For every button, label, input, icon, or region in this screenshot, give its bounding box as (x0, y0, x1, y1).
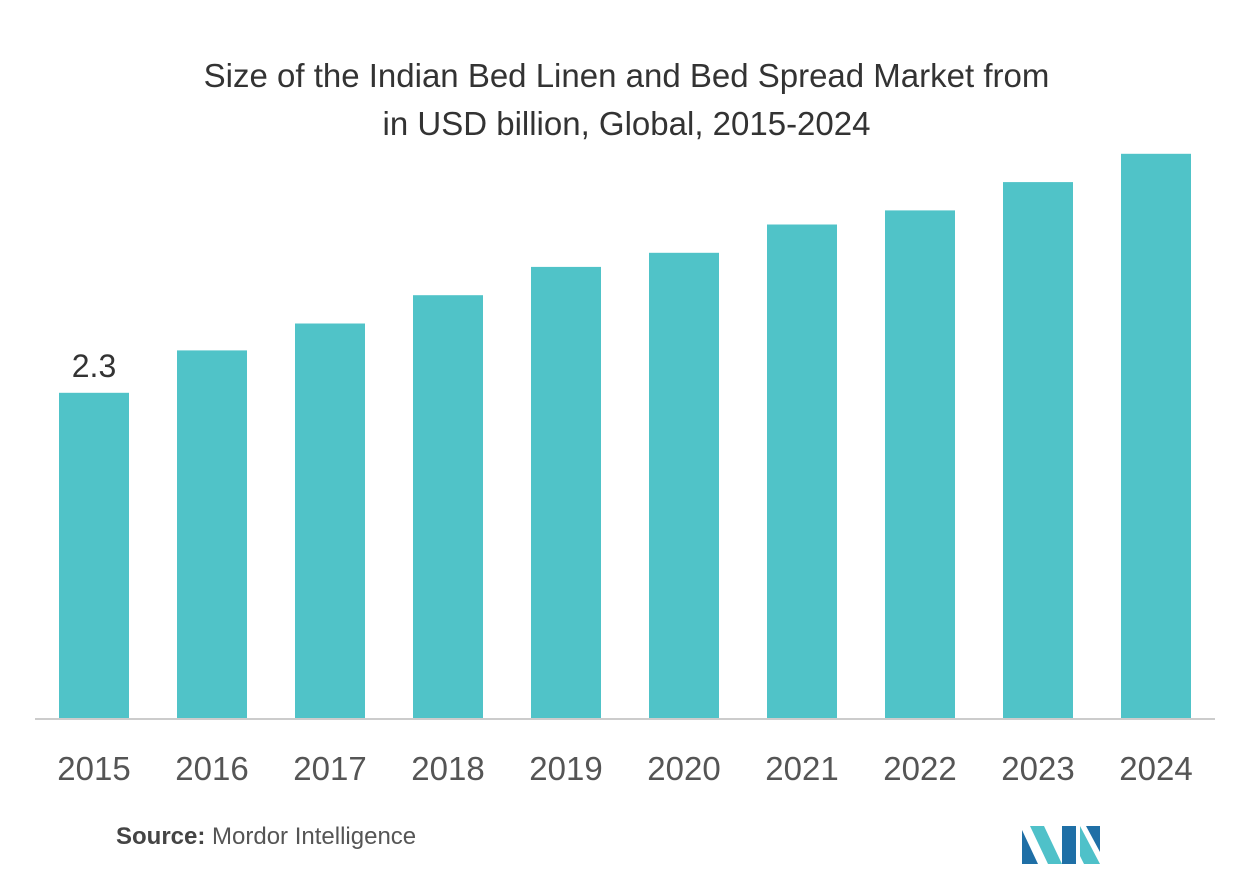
x-tick-label-2015: 2015 (57, 750, 130, 787)
bars-layer (59, 153, 1191, 719)
bar-2023 (1003, 182, 1073, 719)
source-note: Source: Mordor Intelligence (116, 823, 416, 851)
data-label-2015: 2.3 (72, 348, 116, 384)
bar-2015 (59, 392, 129, 718)
logo-shape-mid-left (1030, 826, 1062, 864)
x-tick-label-2022: 2022 (883, 750, 956, 787)
chart-title-line-2: in USD billion, Global, 2015-2024 (382, 105, 871, 142)
bar-2019 (531, 266, 601, 718)
x-tick-label-2019: 2019 (529, 750, 602, 787)
bar-2024 (1121, 153, 1191, 719)
logo-shape-left (1022, 830, 1038, 864)
bar-2017 (295, 323, 365, 718)
logo-shape-edge (1086, 826, 1100, 852)
x-tick-label-2021: 2021 (765, 750, 838, 787)
x-tick-label-2020: 2020 (647, 750, 720, 787)
bar-2018 (413, 295, 483, 718)
bar-2022 (885, 210, 955, 718)
chart-title-line-1: Size of the Indian Bed Linen and Bed Spr… (203, 57, 1050, 94)
chart-title: Size of the Indian Bed Linen and Bed Spr… (0, 52, 1253, 148)
bar-2016 (177, 350, 247, 718)
x-tick-label-2017: 2017 (293, 750, 366, 787)
source-label: Source: (116, 823, 206, 850)
data-labels-layer: 2.3 (72, 348, 116, 384)
x-tick-labels-layer: 2015 2016 2017 2018 2019 2020 2021 2022 2023 2024 (57, 750, 1192, 787)
mordor-intelligence-logo (1022, 826, 1100, 864)
bar-2020 (649, 252, 719, 719)
logo-shape-right (1080, 826, 1100, 864)
x-tick-label-2016: 2016 (175, 750, 248, 787)
logo-shape-mid-right (1062, 826, 1076, 864)
x-tick-label-2024: 2024 (1119, 750, 1192, 787)
bar-2021 (767, 224, 837, 718)
x-tick-label-2018: 2018 (411, 750, 484, 787)
source-text: Mordor Intelligence (212, 823, 417, 850)
x-tick-label-2023: 2023 (1001, 750, 1074, 787)
